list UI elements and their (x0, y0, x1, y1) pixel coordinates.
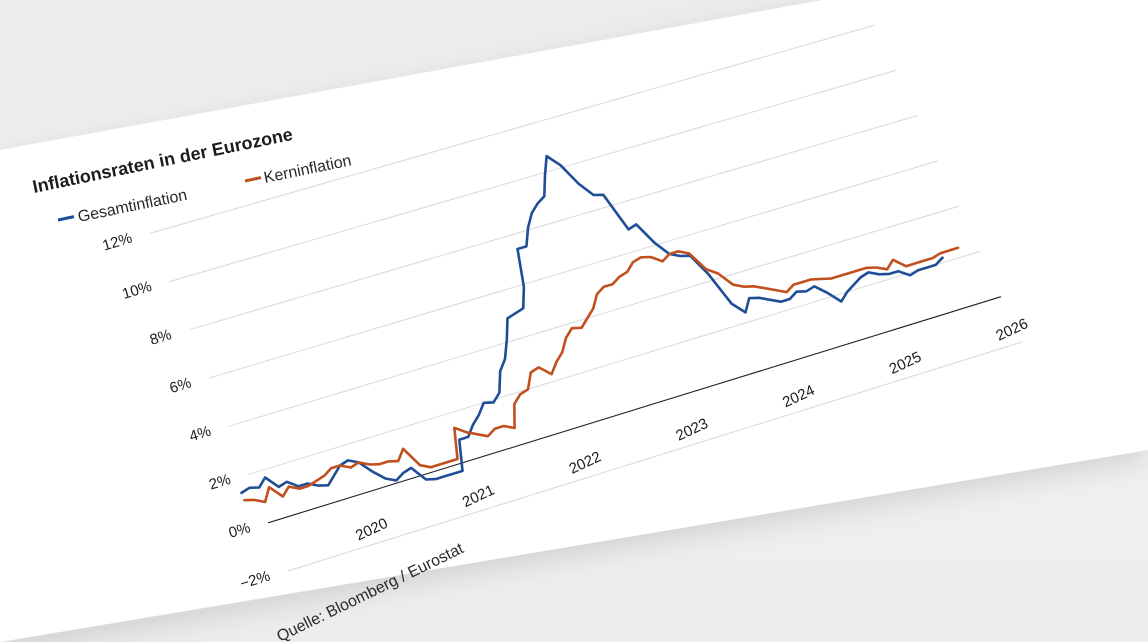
gridline (287, 341, 1023, 572)
y-tick-label: 4% (187, 423, 213, 446)
gridline (169, 69, 897, 283)
legend-swatch-gesamtinflation (57, 215, 75, 222)
gridline (149, 24, 876, 234)
gridline (188, 115, 918, 331)
y-tick-label: 6% (168, 374, 194, 397)
y-axis-ticks: −2%0%2%4%6%8%10%12% (100, 230, 272, 593)
y-tick-label: 8% (148, 326, 174, 349)
series-line-gesamtinflation (240, 154, 944, 495)
series-line-kerninflation (243, 246, 960, 504)
y-tick-label: 0% (227, 519, 253, 542)
gridline (228, 205, 960, 427)
chart-grid (149, 24, 1023, 572)
gridline (208, 160, 939, 379)
gridline (248, 250, 981, 475)
zero-baseline (267, 296, 1002, 524)
legend-swatch-kerninflation (244, 176, 262, 183)
plot-lines (240, 154, 960, 504)
y-tick-label: 2% (207, 471, 233, 494)
